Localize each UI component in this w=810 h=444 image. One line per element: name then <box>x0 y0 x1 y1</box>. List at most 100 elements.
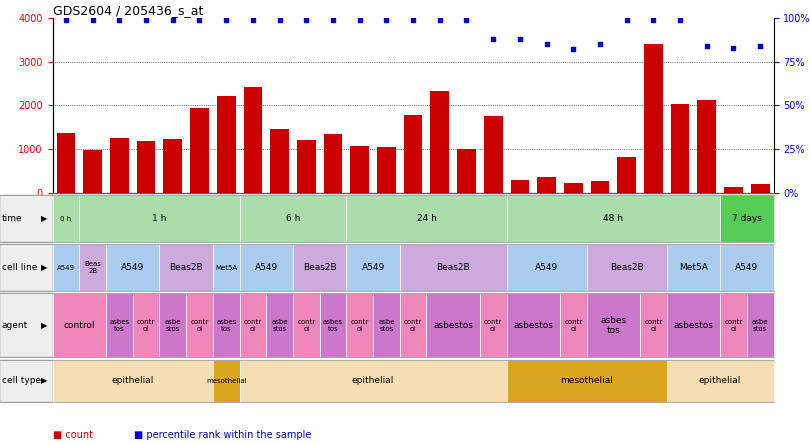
Text: contr
ol: contr ol <box>724 319 743 332</box>
Text: epithelial: epithelial <box>352 376 394 385</box>
Point <box>86 16 99 23</box>
Text: 48 h: 48 h <box>603 214 624 223</box>
Bar <box>164 139 182 193</box>
Text: A549: A549 <box>57 265 75 270</box>
Text: Beas2B: Beas2B <box>169 263 203 272</box>
Point <box>220 16 232 23</box>
Text: Beas2B: Beas2B <box>437 263 470 272</box>
Point <box>353 16 366 23</box>
Text: asbe
stos: asbe stos <box>752 319 769 332</box>
Point <box>407 16 420 23</box>
Text: contr
ol: contr ol <box>484 319 502 332</box>
Text: ▶: ▶ <box>41 376 48 385</box>
Text: asbestos: asbestos <box>433 321 473 330</box>
Point <box>193 16 206 23</box>
Text: time: time <box>2 214 22 223</box>
Text: 7 days: 7 days <box>732 214 761 223</box>
Text: contr
ol: contr ol <box>565 319 582 332</box>
Text: contr
ol: contr ol <box>190 319 209 332</box>
Bar <box>430 91 449 193</box>
Bar <box>537 177 556 193</box>
Text: A549: A549 <box>254 263 278 272</box>
Text: Met5A: Met5A <box>679 263 708 272</box>
Bar <box>724 186 743 193</box>
Bar <box>324 134 343 193</box>
Text: GDS2604 / 205436_s_at: GDS2604 / 205436_s_at <box>53 4 203 16</box>
Point <box>246 16 259 23</box>
Bar <box>590 181 609 193</box>
Text: A549: A549 <box>122 263 144 272</box>
Point <box>113 16 126 23</box>
Bar <box>351 146 369 193</box>
Point <box>380 16 393 23</box>
Text: Met5A: Met5A <box>215 265 237 270</box>
Bar <box>110 138 129 193</box>
Point <box>166 16 179 23</box>
Point <box>727 44 740 51</box>
Text: ▶: ▶ <box>41 263 48 272</box>
Text: 0 h: 0 h <box>61 216 71 222</box>
Text: 24 h: 24 h <box>416 214 437 223</box>
Text: contr
ol: contr ol <box>404 319 422 332</box>
Text: asbes
tos: asbes tos <box>600 316 626 335</box>
Text: ▶: ▶ <box>41 214 48 223</box>
Bar <box>564 183 582 193</box>
Bar <box>751 184 769 193</box>
Text: contr
ol: contr ol <box>644 319 663 332</box>
Point <box>540 40 553 48</box>
Text: A549: A549 <box>735 263 758 272</box>
Bar <box>297 140 316 193</box>
Bar <box>217 96 236 193</box>
Point <box>567 46 580 53</box>
Point <box>59 16 72 23</box>
Bar <box>671 104 689 193</box>
Point <box>487 35 500 42</box>
Text: 6 h: 6 h <box>286 214 301 223</box>
Text: epithelial: epithelial <box>112 376 154 385</box>
Bar <box>510 180 529 193</box>
Text: mesothelial: mesothelial <box>561 376 613 385</box>
Text: Beas2B: Beas2B <box>303 263 336 272</box>
Text: A549: A549 <box>535 263 558 272</box>
Point <box>514 35 526 42</box>
Point <box>273 16 286 23</box>
Point <box>674 16 687 23</box>
Bar <box>244 87 262 193</box>
Point <box>754 42 767 49</box>
Point <box>139 16 152 23</box>
Text: asbes
tos: asbes tos <box>216 319 237 332</box>
Point <box>300 16 313 23</box>
Point <box>701 42 714 49</box>
Text: asbe
stos: asbe stos <box>271 319 288 332</box>
Text: contr
ol: contr ol <box>351 319 369 332</box>
Point <box>326 16 339 23</box>
Text: ■ percentile rank within the sample: ■ percentile rank within the sample <box>134 429 311 440</box>
Text: 1 h: 1 h <box>152 214 167 223</box>
Point <box>460 16 473 23</box>
Bar <box>697 100 716 193</box>
Text: contr
ol: contr ol <box>137 319 156 332</box>
Bar <box>617 157 636 193</box>
Text: asbe
stos: asbe stos <box>378 319 394 332</box>
Text: contr
ol: contr ol <box>244 319 262 332</box>
Text: contr
ol: contr ol <box>297 319 315 332</box>
Text: asbes
tos: asbes tos <box>109 319 130 332</box>
Text: mesothelial: mesothelial <box>206 378 246 384</box>
Text: Beas
2B: Beas 2B <box>84 261 101 274</box>
Point <box>647 16 660 23</box>
Text: asbes
tos: asbes tos <box>323 319 343 332</box>
Bar <box>57 133 75 193</box>
Text: cell type: cell type <box>2 376 40 385</box>
Text: Beas2B: Beas2B <box>610 263 643 272</box>
Bar <box>484 116 502 193</box>
Bar <box>83 150 102 193</box>
Text: asbe
stos: asbe stos <box>164 319 181 332</box>
Text: agent: agent <box>2 321 28 330</box>
Point <box>594 40 607 48</box>
Bar <box>271 129 289 193</box>
Text: ■ count: ■ count <box>53 429 92 440</box>
Point <box>433 16 446 23</box>
Point <box>620 16 633 23</box>
Bar <box>377 147 396 193</box>
Text: A549: A549 <box>361 263 385 272</box>
